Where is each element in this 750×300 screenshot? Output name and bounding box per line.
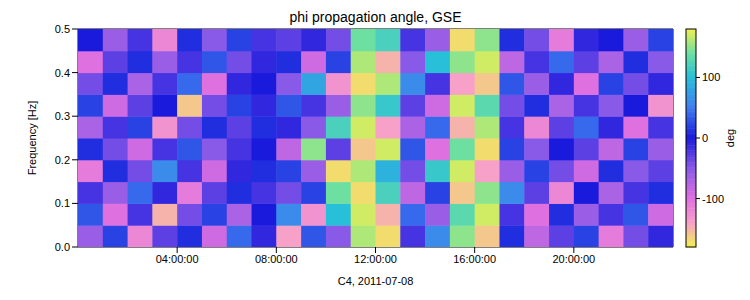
- svg-text:12:00:00: 12:00:00: [354, 253, 397, 265]
- svg-text:100: 100: [702, 71, 720, 83]
- svg-text:0.5: 0.5: [55, 23, 70, 35]
- svg-text:0.3: 0.3: [55, 110, 70, 122]
- svg-text:C4, 2011-07-08: C4, 2011-07-08: [338, 275, 414, 287]
- svg-text:04:00:00: 04:00:00: [156, 253, 199, 265]
- svg-text:Frequency [Hz]: Frequency [Hz]: [26, 101, 38, 176]
- svg-text:-100: -100: [702, 193, 724, 205]
- svg-text:deg: deg: [724, 129, 736, 147]
- svg-text:16:00:00: 16:00:00: [453, 253, 496, 265]
- svg-text:0.0: 0.0: [55, 241, 70, 253]
- html-text:phi propagation angle, GSE: phi propagation angle, GSE: [289, 9, 462, 25]
- svg-text:0: 0: [702, 132, 708, 144]
- svg-text:0.2: 0.2: [55, 154, 70, 166]
- svg-text:20:00:00: 20:00:00: [552, 253, 595, 265]
- svg-text:08:00:00: 08:00:00: [255, 253, 298, 265]
- svg-text:0.4: 0.4: [55, 67, 70, 79]
- svg-text:0.1: 0.1: [55, 197, 70, 209]
